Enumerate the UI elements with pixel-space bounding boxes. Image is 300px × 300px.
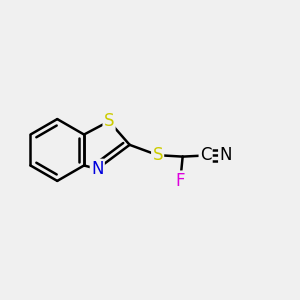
- Text: S: S: [152, 146, 163, 164]
- Text: N: N: [91, 160, 103, 178]
- Text: C: C: [200, 146, 212, 164]
- Text: N: N: [219, 146, 232, 164]
- Text: F: F: [176, 172, 185, 190]
- Text: S: S: [104, 112, 114, 130]
